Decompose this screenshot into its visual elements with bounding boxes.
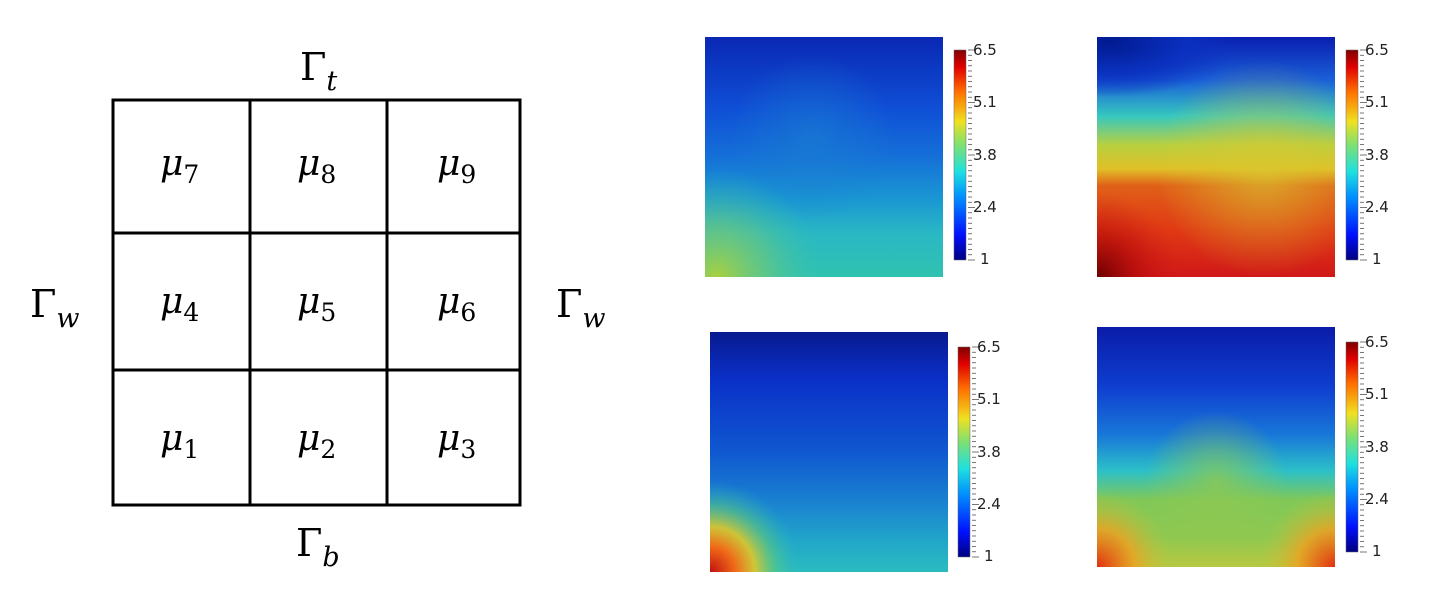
colorbar-tick-label: 6.5 xyxy=(1365,333,1389,351)
colorbar-ticks xyxy=(968,49,975,261)
grid-outline xyxy=(111,98,522,507)
colorbar-tick-label: 6.5 xyxy=(1365,41,1389,59)
colorbar xyxy=(1345,341,1359,553)
colorbar-ticks xyxy=(1360,341,1367,553)
colorbar-tick-label: 5.1 xyxy=(973,93,997,111)
boundary-label-top: Γt xyxy=(300,45,337,97)
boundary-label-left: Γw xyxy=(30,282,80,334)
subdomain-diagram: Γt Γb Γw Γw μ7 μ8 μ9 μ4 μ5 μ6 μ1 μ2 μ3 xyxy=(30,45,606,573)
colorbar-tick-label: 5.1 xyxy=(1365,385,1389,403)
heatmap-bottom-left: 6.5 5.1 3.8 2.4 1 xyxy=(710,332,1001,572)
colorbar-tick-label: 3.8 xyxy=(977,443,1001,461)
cell-label: μ6 xyxy=(437,281,476,327)
colorbar-tick-label: 5.1 xyxy=(977,390,1001,408)
cell-label: μ4 xyxy=(160,281,199,327)
heatmap-field xyxy=(710,332,948,572)
cell-label: μ9 xyxy=(437,143,476,189)
colorbar xyxy=(1345,49,1359,261)
heatmap-field xyxy=(1097,37,1335,277)
heatmap-top-right: 6.5 5.1 3.8 2.4 1 xyxy=(1097,37,1389,277)
colorbar-tick-label: 2.4 xyxy=(977,495,1001,513)
cell-label: μ1 xyxy=(160,418,199,464)
colorbar-tick-label: 1 xyxy=(980,250,990,268)
heatmap-field xyxy=(1097,327,1335,567)
heatmap-field xyxy=(705,37,943,277)
cell-label: μ3 xyxy=(437,418,476,464)
colorbar-tick-label: 2.4 xyxy=(1365,198,1389,216)
colorbar-tick-label: 2.4 xyxy=(1365,490,1389,508)
colorbar-tick-label: 3.8 xyxy=(1365,438,1389,456)
colorbar-tick-label: 6.5 xyxy=(973,41,997,59)
cell-label: μ8 xyxy=(297,143,336,189)
colorbar-tick-label: 6.5 xyxy=(977,338,1001,356)
boundary-label-bottom: Γb xyxy=(296,521,340,573)
colorbar-tick-label: 1 xyxy=(984,547,994,565)
colorbar-ticks xyxy=(972,346,979,558)
colorbar-tick-label: 3.8 xyxy=(973,146,997,164)
colorbar-tick-label: 1 xyxy=(1372,250,1382,268)
heatmap-top-left: 6.5 5.1 3.8 2.4 1 xyxy=(705,37,997,277)
cell-label: μ5 xyxy=(297,281,336,327)
colorbar xyxy=(957,346,971,558)
heatmap-bottom-right: 6.5 5.1 3.8 2.4 1 xyxy=(1097,327,1389,567)
grid-lines xyxy=(111,98,522,507)
cell-label: μ7 xyxy=(160,143,199,189)
cell-labels: μ7 μ8 μ9 μ4 μ5 μ6 μ1 μ2 μ3 xyxy=(160,143,476,464)
colorbar-tick-label: 3.8 xyxy=(1365,146,1389,164)
colorbar-tick-label: 5.1 xyxy=(1365,93,1389,111)
colorbar xyxy=(953,49,967,261)
colorbar-tick-label: 2.4 xyxy=(973,198,997,216)
cell-label: μ2 xyxy=(297,418,336,464)
colorbar-tick-label: 1 xyxy=(1372,542,1382,560)
colorbar-ticks xyxy=(1360,49,1367,261)
boundary-label-right: Γw xyxy=(556,282,606,334)
